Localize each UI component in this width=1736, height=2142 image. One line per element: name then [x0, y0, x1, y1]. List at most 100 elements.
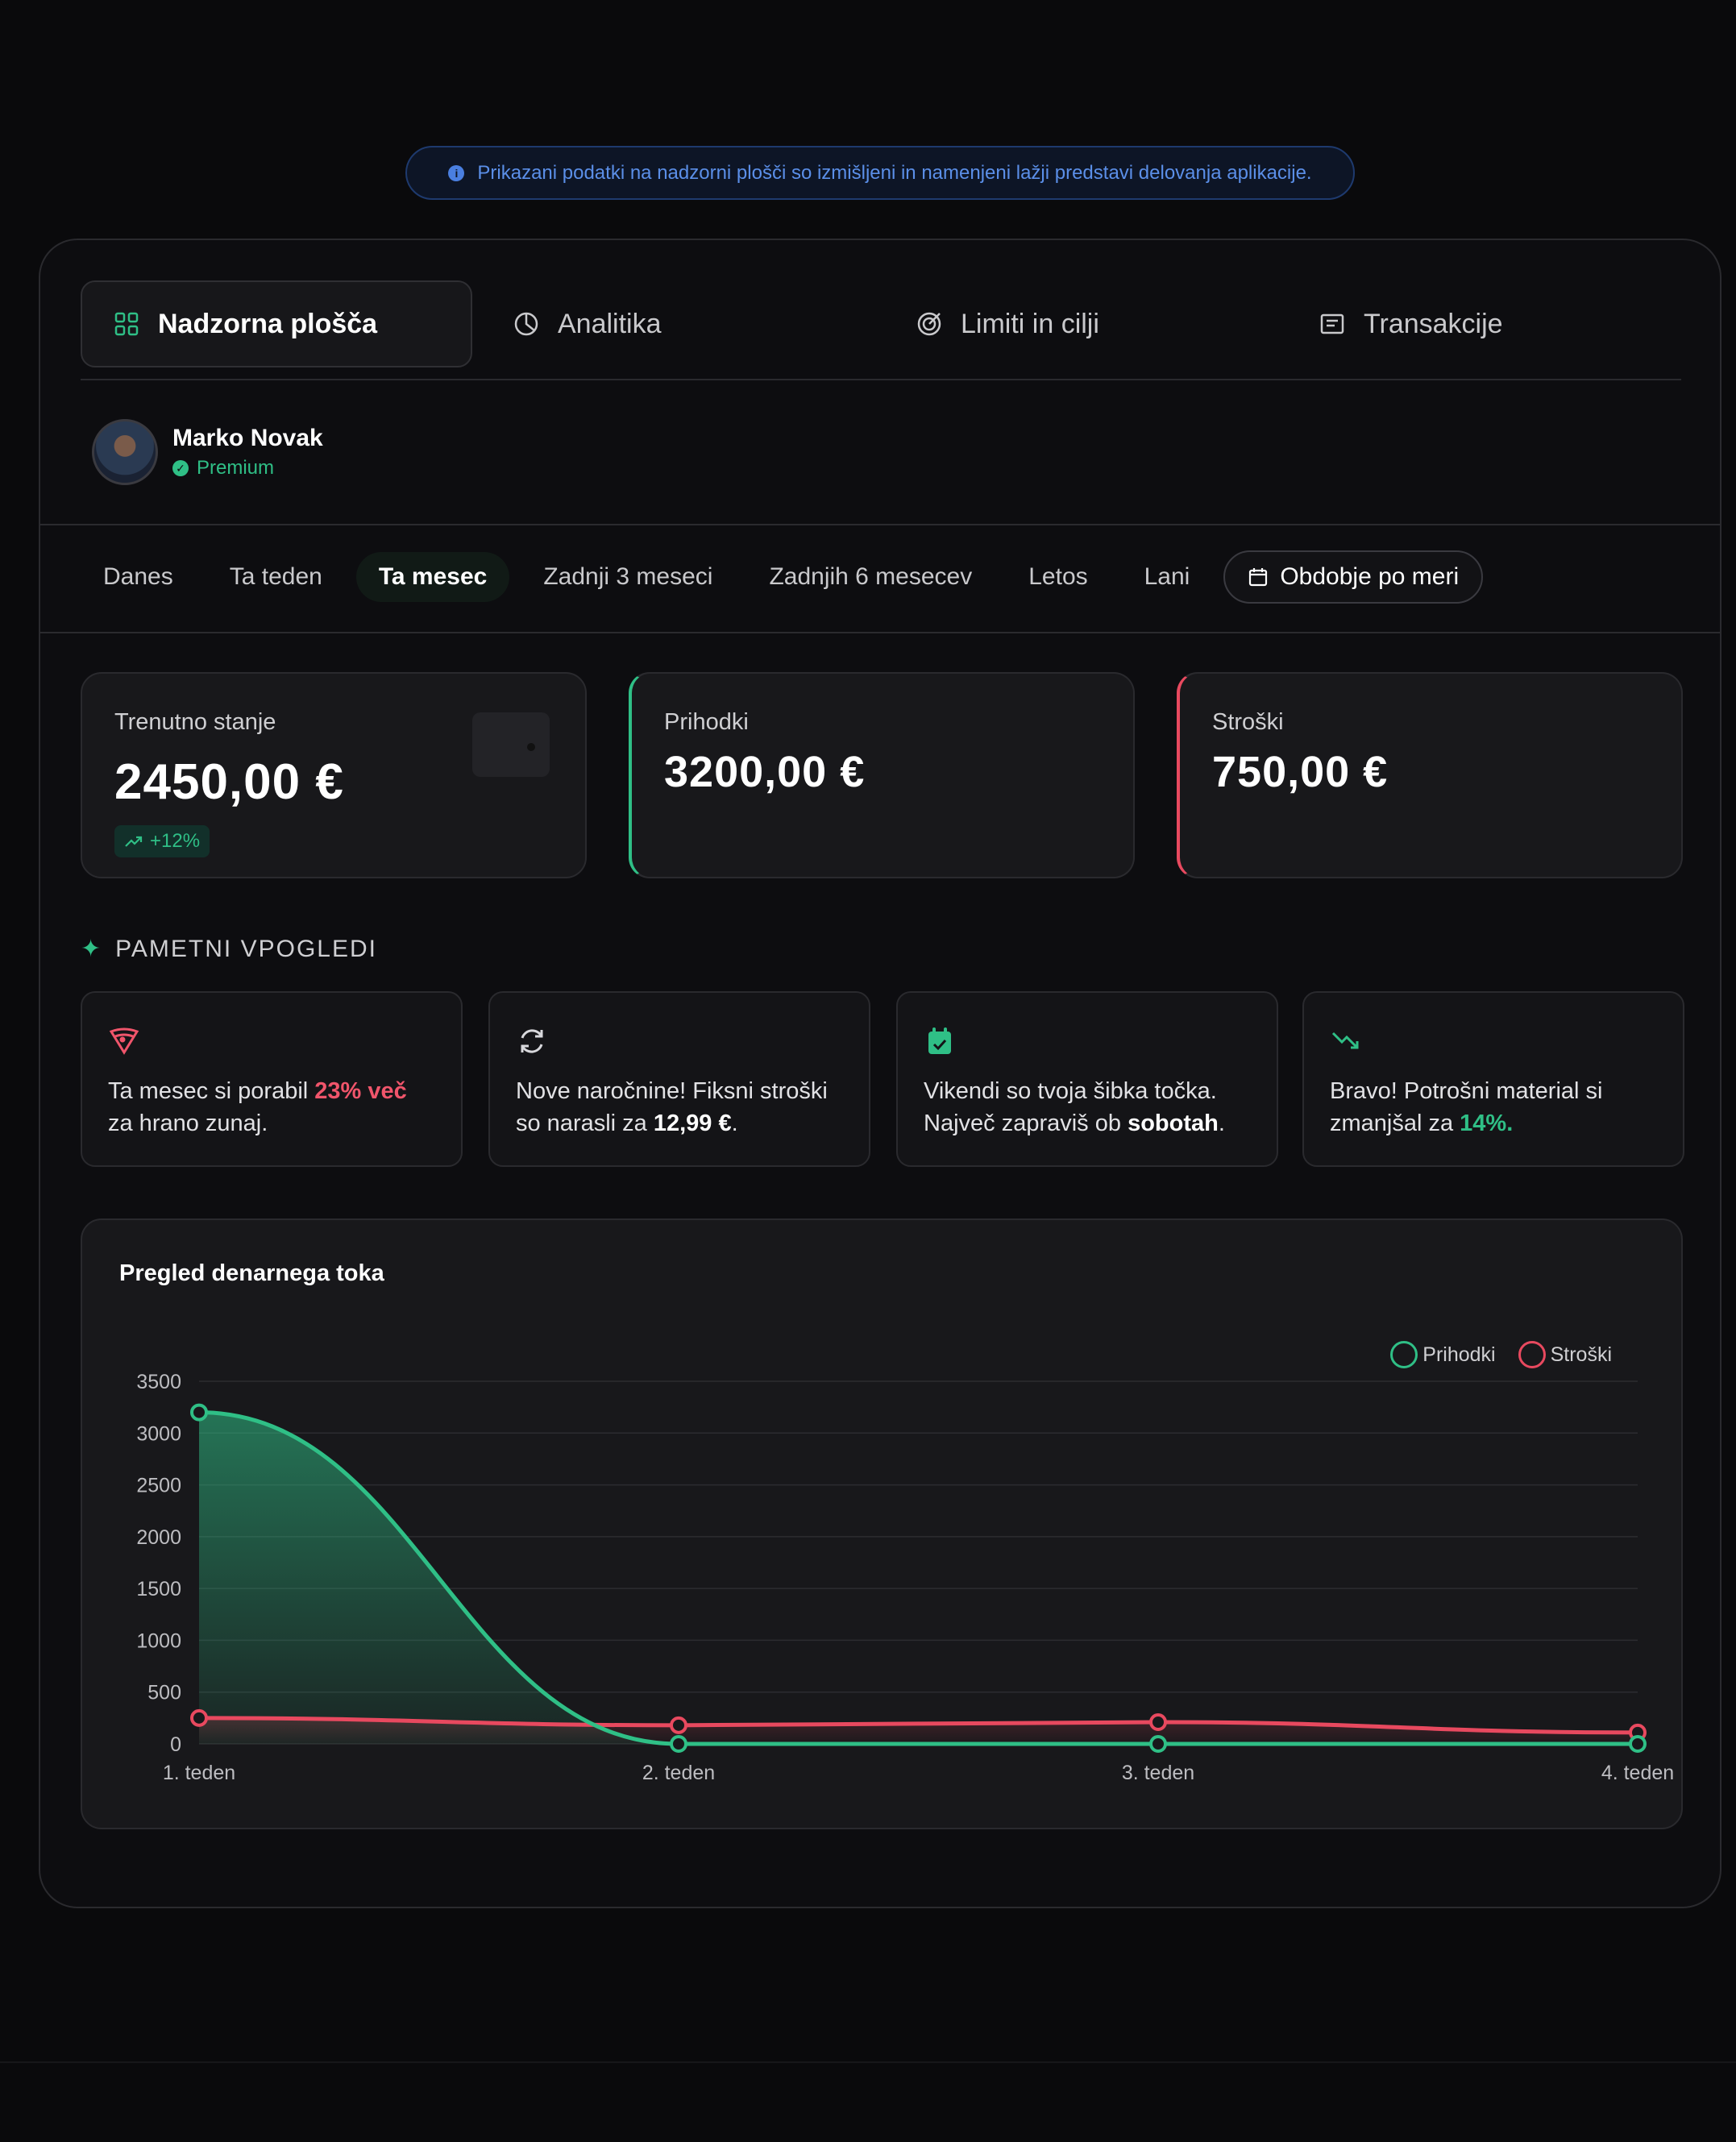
x-tick-label: 2. teden	[642, 1762, 715, 1784]
expenses-label: Stroški	[1212, 709, 1284, 735]
insight-text: Bravo! Potrošni material si zmanjšal za …	[1330, 1078, 1603, 1136]
income-card: Prihodki 3200,00 €	[629, 672, 1135, 878]
trend-down-icon	[1330, 1025, 1657, 1057]
premium-label: Premium	[197, 457, 275, 479]
insight-card-supplies[interactable]: Bravo! Potrošni material si zmanjšal za …	[1302, 991, 1684, 1167]
legend-item-income[interactable]: Prihodki	[1390, 1341, 1496, 1368]
legend-income-marker	[1390, 1341, 1418, 1368]
income-area	[199, 1412, 1638, 1744]
period-custom-button[interactable]: Obdobje po meri	[1223, 550, 1484, 604]
target-icon	[916, 310, 943, 338]
wallet-icon	[472, 712, 550, 777]
profile-divider	[40, 524, 1720, 525]
y-tick-label: 1500	[136, 1578, 181, 1600]
page-bottom-divider	[0, 2061, 1736, 2063]
x-tick-label: 1. teden	[163, 1762, 235, 1784]
insights-title: PAMETNI VPOGLEDI	[115, 935, 377, 962]
balance-value: 2450,00 €	[114, 754, 344, 810]
income-label: Prihodki	[664, 709, 749, 735]
legend-income-label: Prihodki	[1422, 1343, 1496, 1366]
expenses-point	[1149, 1713, 1167, 1731]
grid-icon	[113, 310, 140, 338]
insight-text: Nove naročnine! Fiksni stroški so narasl…	[516, 1078, 828, 1136]
dashboard-container: Nadzorna plošča Analitika Limiti in cilj…	[39, 239, 1721, 1908]
period-last-year[interactable]: Lani	[1144, 563, 1190, 590]
income-point	[190, 1403, 208, 1422]
cashflow-chart: 0 500 1000 1500 2000 2500 3000 3500 1. teden 2. t…	[136, 1371, 1674, 1784]
x-tick-label: 4. teden	[1601, 1762, 1674, 1784]
tab-transactions[interactable]: Transakcije	[1278, 280, 1681, 367]
y-tick-label: 3000	[136, 1422, 181, 1445]
expenses-value: 750,00 €	[1212, 748, 1389, 796]
insight-highlight: 14%.	[1460, 1110, 1514, 1136]
x-tick-label: 3. teden	[1122, 1762, 1194, 1784]
period-custom-label: Obdobje po meri	[1280, 563, 1460, 590]
y-tick-label: 3500	[136, 1371, 181, 1393]
premium-badge: ✓ Premium	[172, 457, 323, 479]
calendar-check-icon	[924, 1025, 1251, 1057]
cashflow-chart-card: Pregled denarnega toka Prihodki Stroški …	[81, 1218, 1683, 1829]
insight-highlight: 23% več	[314, 1078, 407, 1104]
insight-card-subscriptions[interactable]: Nove naročnine! Fiksni stroški so narasl…	[488, 991, 870, 1167]
legend-expenses-marker	[1518, 1341, 1546, 1368]
period-this-year[interactable]: Letos	[1028, 563, 1088, 590]
refresh-icon	[516, 1025, 843, 1057]
period-this-week[interactable]: Ta teden	[229, 563, 322, 590]
calendar-icon	[1249, 568, 1268, 587]
legend-item-expenses[interactable]: Stroški	[1518, 1341, 1612, 1368]
period-filter: Danes Ta teden Ta mesec Zadnji 3 meseci …	[81, 549, 1494, 605]
tabs-divider	[81, 379, 1681, 380]
income-point	[1629, 1735, 1647, 1753]
expenses-point	[190, 1708, 208, 1727]
expenses-card: Stroški 750,00 €	[1177, 672, 1683, 878]
y-tick-label: 500	[147, 1682, 181, 1704]
period-this-month[interactable]: Ta mesec	[355, 552, 510, 602]
main-tabs: Nadzorna plošča Analitika Limiti in cilj…	[81, 280, 1681, 367]
balance-trend-value: +12%	[150, 830, 201, 852]
balance-trend-badge: +12%	[114, 825, 210, 857]
chart-title: Pregled denarnega toka	[119, 1260, 384, 1286]
info-icon: i	[448, 164, 465, 181]
tab-dashboard[interactable]: Nadzorna plošča	[81, 280, 472, 367]
income-line	[198, 1410, 1638, 1746]
tab-label: Nadzorna plošča	[158, 308, 378, 339]
notice-text: Prikazani podatki na nadzorni plošči so …	[477, 161, 1312, 184]
sparkle-icon: ✦	[81, 936, 103, 962]
tab-label: Transakcije	[1364, 308, 1503, 339]
pizza-icon	[108, 1025, 435, 1057]
avatar	[92, 419, 158, 485]
tab-analytics[interactable]: Analitika	[472, 280, 875, 367]
insight-text: Vikendi so tvoja šibka točka. Največ zap…	[924, 1078, 1225, 1136]
period-last-6-months[interactable]: Zadnjih 6 mesecev	[769, 563, 973, 590]
tab-label: Limiti in cilji	[961, 308, 1099, 339]
y-tick-label: 2000	[136, 1526, 181, 1549]
filter-divider	[40, 632, 1720, 633]
y-tick-label: 0	[170, 1733, 181, 1756]
legend-expenses-label: Stroški	[1550, 1343, 1612, 1366]
expenses-line	[198, 1716, 1638, 1735]
y-tick-label: 2500	[136, 1475, 181, 1497]
insight-card-weekends[interactable]: Vikendi so tvoja šibka točka. Največ zap…	[896, 991, 1278, 1167]
period-today[interactable]: Danes	[103, 563, 173, 590]
balance-label: Trenutno stanje	[114, 709, 276, 735]
tab-label: Analitika	[558, 308, 662, 339]
user-profile: Marko Novak ✓ Premium	[92, 419, 323, 485]
insight-highlight: 12,99 €	[653, 1110, 732, 1136]
expenses-point	[670, 1716, 687, 1734]
insight-card-food[interactable]: Ta mesec si porabil 23% več za hrano zun…	[81, 991, 463, 1167]
pie-chart-icon	[513, 310, 540, 338]
chart-legend: Prihodki Stroški	[1390, 1341, 1612, 1368]
receipt-icon	[1319, 310, 1346, 338]
income-value: 3200,00 €	[664, 748, 866, 796]
period-last-3-months[interactable]: Zadnji 3 meseci	[543, 563, 713, 590]
insight-highlight: sobotah	[1128, 1110, 1219, 1136]
income-point	[1149, 1735, 1167, 1753]
balance-card: Trenutno stanje 2450,00 € +12%	[81, 672, 587, 878]
insight-text: Ta mesec si porabil 23% več za hrano zun…	[108, 1078, 407, 1136]
check-circle-icon: ✓	[172, 460, 189, 476]
user-name: Marko Novak	[172, 425, 323, 451]
trend-up-icon	[125, 836, 143, 847]
tab-limits-goals[interactable]: Limiti in cilji	[875, 280, 1278, 367]
y-tick-label: 1000	[136, 1629, 181, 1652]
income-point	[670, 1735, 687, 1753]
